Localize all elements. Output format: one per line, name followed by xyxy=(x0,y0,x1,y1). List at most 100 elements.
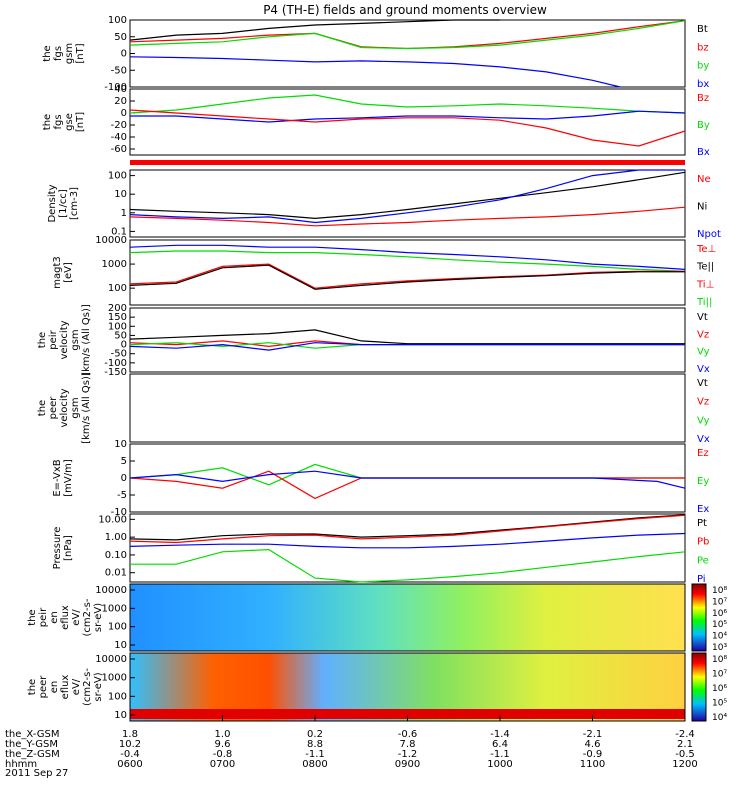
series-line-Ni xyxy=(129,171,686,220)
x-tick-label: -0.4 xyxy=(120,749,140,760)
y-axis-label: peer xyxy=(38,675,49,699)
legend-entry: Ti|| xyxy=(696,297,712,308)
legend-entry: Bx xyxy=(697,147,710,158)
y-axis-label: sr-eV) xyxy=(93,672,104,701)
legend-entry: Ex xyxy=(697,504,709,515)
x-tick-label: 0.2 xyxy=(307,729,323,740)
y-axis-label: E=-VxB xyxy=(52,459,63,496)
legend-entry: Te⊥ xyxy=(696,244,716,255)
y-axis-label: eflux xyxy=(60,675,71,700)
panel-frame xyxy=(129,239,686,306)
colorbar-tick-label: 10⁴ xyxy=(712,713,727,723)
series-line-By xyxy=(129,94,686,114)
legend-entry: Vy xyxy=(697,347,710,358)
y-tick-label: 0.1 xyxy=(111,226,127,237)
colorbar-tick-label: 10⁵ xyxy=(712,699,727,709)
legend-entry: Vx xyxy=(697,364,710,375)
legend-entry: Ey xyxy=(697,476,709,487)
panel-frame xyxy=(129,513,686,583)
x-tick-label: -0.9 xyxy=(583,749,603,760)
y-tick-label: -10 xyxy=(111,507,127,518)
y-axis-label: eV/ xyxy=(71,609,82,626)
legend-entry: Pi xyxy=(697,574,706,585)
colorbar-tick-label: 10⁶ xyxy=(712,684,727,694)
series-line-Te|| xyxy=(129,264,685,290)
panel-frame xyxy=(129,19,686,88)
panel-frame xyxy=(129,373,686,443)
y-axis-label: gsm xyxy=(70,397,81,418)
y-axis-label: gsm xyxy=(70,329,81,350)
legend-entry: bx xyxy=(697,79,709,90)
y-tick-label: 200 xyxy=(108,303,127,314)
y-tick-label: 40 xyxy=(114,84,127,95)
series-line-Bt xyxy=(129,19,500,41)
legend-entry: Ne xyxy=(697,174,711,185)
y-axis-label: the xyxy=(42,114,53,130)
y-axis-label: sr-eV) xyxy=(93,603,104,632)
legend-entry: by xyxy=(697,61,709,72)
colorbar-tick-label: 10⁸ xyxy=(712,655,727,665)
y-axis-label: the xyxy=(37,400,48,416)
legend-entry: Vz xyxy=(697,329,709,340)
panel-frame xyxy=(129,307,686,373)
legend-entry: Ti⊥ xyxy=(696,279,714,290)
y-axis-label: the xyxy=(27,679,38,695)
chart-title: P4 (TH-E) fields and ground moments over… xyxy=(263,3,547,17)
y-tick-label: -50 xyxy=(111,65,127,76)
x-tick-label: 2.1 xyxy=(677,739,693,750)
y-axis-label: [nPa] xyxy=(63,535,74,561)
legend-entry: Pb xyxy=(697,537,709,548)
y-axis-label: (cm2-s- xyxy=(82,598,93,636)
panel-frame xyxy=(129,169,686,238)
x-tick-label: -0.8 xyxy=(213,749,233,760)
x-tick-label: 4.6 xyxy=(585,739,601,750)
series-line-Pt xyxy=(129,514,686,541)
y-tick-label: 0 xyxy=(121,49,127,60)
series-line-Ez xyxy=(129,470,685,500)
legend-entry: Npot xyxy=(697,229,721,240)
y-tick-label: -150 xyxy=(104,367,127,378)
spectrogram-low-energy-band xyxy=(130,709,685,719)
series-line-bx xyxy=(129,56,621,88)
y-axis-label: [nT] xyxy=(75,43,86,63)
x-tick-label: 9.6 xyxy=(215,739,231,750)
x-axis-row-label: the_Y-GSM xyxy=(5,739,58,750)
y-axis-label: en xyxy=(49,681,60,694)
panel-frame xyxy=(129,583,686,652)
y-tick-label: 50 xyxy=(114,330,127,341)
y-tick-label: 1000 xyxy=(102,603,127,614)
y-axis-label: fgs xyxy=(53,114,64,129)
x-axis-row-label: hhmm xyxy=(5,759,37,770)
legend-entry: By xyxy=(697,120,710,131)
x-tick-label: 6.4 xyxy=(492,739,508,750)
x-tick-label: 1100 xyxy=(580,759,605,770)
y-tick-label: 0.01 xyxy=(105,568,127,579)
series-line-Ti⊥ xyxy=(129,244,686,270)
y-axis-label: gse xyxy=(64,113,75,131)
y-tick-label: -40 xyxy=(111,132,127,143)
x-tick-label: -2.1 xyxy=(583,729,603,740)
series-line-Ey xyxy=(129,463,685,486)
x-tick-label: 10.2 xyxy=(119,739,141,750)
y-tick-label: 1.00 xyxy=(105,532,127,543)
x-tick-label: -0.5 xyxy=(675,749,695,760)
y-axis-label: [1/cc] xyxy=(58,189,69,218)
colorbar-tick-label: 10⁵ xyxy=(712,620,727,630)
y-tick-label: 10 xyxy=(114,189,127,200)
legend-entry: Ez xyxy=(697,448,709,459)
y-tick-label: 50 xyxy=(114,32,127,43)
legend-entry: Te|| xyxy=(696,262,714,273)
legend-entry: Pe xyxy=(697,555,709,566)
x-tick-label: -1.1 xyxy=(305,749,325,760)
y-axis-label: [cm-3] xyxy=(69,187,80,220)
y-axis-label: peer xyxy=(48,396,59,420)
colorbar-tick-label: 10⁴ xyxy=(712,632,727,642)
y-tick-label: 0 xyxy=(121,340,127,351)
legend-entry: Pt xyxy=(697,518,707,529)
y-axis-label: [nT] xyxy=(75,112,86,132)
y-tick-label: 1 xyxy=(121,208,127,219)
y-tick-label: -5 xyxy=(117,490,127,501)
y-tick-label: -100 xyxy=(104,82,127,93)
y-axis-label: [km/s (All Qs)] xyxy=(81,304,92,376)
